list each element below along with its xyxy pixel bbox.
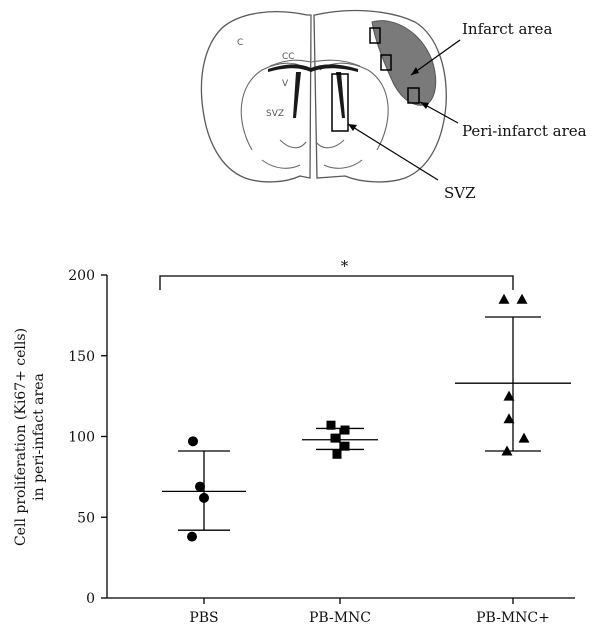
point-pb-mnc-3 [340,441,350,451]
x-tick-label-1: PB-MNC [309,610,371,626]
cortex-inner-right [319,62,389,151]
significance-star: * [341,257,349,275]
y-tick-label-100: 100 [68,430,95,446]
x-ticks: PBS PB-MNC PB-MNC+ [189,598,550,626]
point-pb-mnc--4 [518,432,530,443]
brain-label-ventricle: V [282,79,289,89]
svz-box [331,73,349,132]
y-tick-label-200: 200 [68,268,95,284]
brain-section-diagram: C CC V SVZ Infarct area Peri-infarct are… [200,9,587,202]
y-tick-label-0: 0 [86,591,95,607]
arrow-infarct-head [411,67,419,75]
point-pbs-3 [187,531,197,542]
callosum-band [268,64,358,72]
ventricle-left [293,72,301,118]
y-axis-label-line2: in peri-infact area [31,373,47,501]
y-ticks: 0 50 100 150 200 [68,268,107,607]
peri-infarct-box-lower [407,87,420,104]
label-svz: SVZ [444,184,476,202]
y-tick-label-50: 50 [77,510,95,526]
point-pb-mnc-1 [340,425,350,435]
brain-outline-left [200,11,312,183]
arrow-svz-head [348,124,357,131]
brain-label-corpus-callosum: CC [282,52,295,62]
point-pb-mnc-4 [332,449,342,459]
proliferation-chart: 0 50 100 150 200 PBS PB-MNC PB-MNC+ * Cell pro… [13,257,575,626]
point-pbs-0 [188,436,198,447]
arrow-infarct [410,39,461,76]
error-bars [162,316,571,531]
point-pb-mnc-0 [326,420,336,430]
x-tick-label-2: PB-MNC+ [476,610,550,626]
point-pbs-2 [199,492,209,503]
point-pbs-1 [195,481,205,492]
brain-label-svz: SVZ [266,109,284,119]
label-peri-infarct-area: Peri-infarct area [462,122,587,140]
label-infarct-area: Infarct area [462,20,552,38]
significance-bracket: * [159,257,514,290]
brain-label-cortex: C [237,38,243,48]
peri-infarct-box-middle [380,54,392,71]
point-pb-mnc--5 [501,445,513,456]
point-pb-mnc--0 [498,293,510,304]
corpus-callosum [269,59,361,67]
point-pb-mnc--1 [516,293,528,304]
y-tick-label-150: 150 [68,349,95,365]
arrow-svz [347,123,439,181]
point-pb-mnc-2 [330,433,340,443]
data-points [187,293,530,542]
peri-infarct-box-upper [369,27,381,44]
cortex-inner-left [240,62,306,151]
arrow-peri-infarct-head [420,102,429,109]
significance-line [159,275,514,290]
point-pb-mnc--3 [503,413,515,424]
point-pb-mnc--2 [503,390,515,401]
y-axis-label-line1: Cell proliferation (Ki67+ cells) [13,328,29,546]
lower-structures [261,139,363,169]
ventricle-right [336,72,345,118]
x-tick-label-0: PBS [189,610,218,626]
